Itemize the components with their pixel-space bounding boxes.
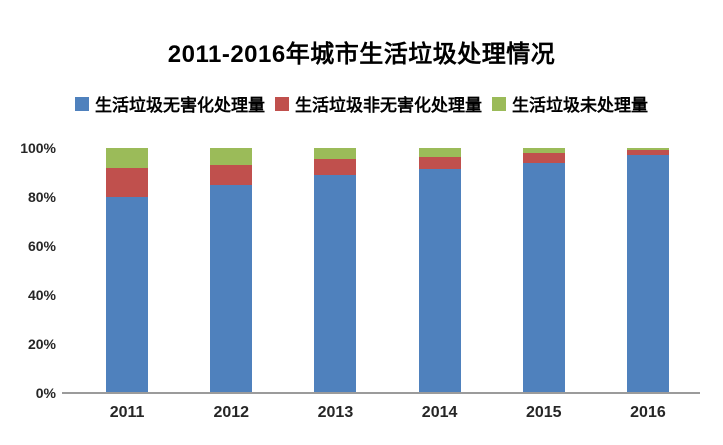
y-tick-label-40%: 40% bbox=[27, 287, 56, 303]
bar-segment-2015-series-3 bbox=[522, 148, 565, 153]
bar-2013 bbox=[314, 148, 357, 393]
bar-segment-2013-series-3 bbox=[314, 148, 357, 160]
legend-label-3: 生活垃圾未处理量 bbox=[512, 96, 648, 115]
bar-segment-2015-series-2 bbox=[522, 152, 565, 163]
y-axis: 0% 20% 40% 60% 80% 100% bbox=[0, 0, 56, 445]
x-axis-line bbox=[62, 392, 700, 394]
y-tick-label-80%: 80% bbox=[27, 189, 56, 205]
x-axis-labels: 2011 2012 2013 2014 2015 2016 bbox=[75, 404, 700, 422]
bar-segment-2015-series-1 bbox=[522, 162, 565, 393]
bar-segment-2016-series-1 bbox=[626, 155, 669, 393]
bar-segment-2011-series-2 bbox=[106, 167, 149, 197]
bar-segment-2014-series-3 bbox=[418, 148, 461, 157]
x-tick-label-2015: 2015 bbox=[525, 404, 562, 421]
bar-segment-2016-series-2 bbox=[626, 150, 669, 156]
bar-segment-2013-series-2 bbox=[314, 159, 357, 175]
bar-segment-2014-series-1 bbox=[418, 168, 461, 393]
bar-segment-2012-series-3 bbox=[210, 148, 253, 166]
bar-segment-2013-series-1 bbox=[314, 174, 357, 393]
bar-2016 bbox=[626, 148, 669, 393]
legend-item-1: 生活垃圾无害化处理量 bbox=[75, 91, 265, 116]
bar-2015 bbox=[522, 148, 565, 393]
plot-area bbox=[75, 148, 700, 393]
bar-segment-2011-series-1 bbox=[106, 197, 149, 393]
x-tick-label-2012: 2012 bbox=[213, 404, 250, 421]
bar-segment-2016-series-3 bbox=[626, 148, 669, 151]
legend-item-3: 生活垃圾未处理量 bbox=[492, 91, 648, 116]
legend-label-1: 生活垃圾无害化处理量 bbox=[95, 96, 265, 115]
x-tick-label-2016: 2016 bbox=[630, 404, 666, 421]
bar-2012 bbox=[210, 148, 253, 393]
legend-label-2: 生活垃圾非无害化处理量 bbox=[295, 96, 482, 115]
legend-swatch-2 bbox=[275, 96, 289, 111]
y-tick-label-0%: 0% bbox=[35, 385, 56, 401]
bar-2011 bbox=[106, 148, 149, 393]
x-tick-label-2014: 2014 bbox=[421, 404, 458, 421]
bar-2014 bbox=[418, 148, 461, 393]
legend-item-2: 生活垃圾非无害化处理量 bbox=[275, 91, 482, 116]
y-tick-label-60%: 60% bbox=[27, 238, 56, 254]
legend: 生活垃圾无害化处理量 生活垃圾非无害化处理量 生活垃圾未处理量 bbox=[0, 91, 723, 116]
bar-segment-2011-series-3 bbox=[106, 148, 149, 168]
bar-segment-2014-series-2 bbox=[418, 156, 461, 169]
legend-swatch-1 bbox=[75, 96, 89, 111]
x-tick-label-2013: 2013 bbox=[317, 404, 354, 421]
y-tick-label-100%: 100% bbox=[20, 140, 56, 156]
y-tick-label-20%: 20% bbox=[27, 336, 56, 352]
chart-title: 2011-2016年城市生活垃圾处理情况 bbox=[167, 41, 556, 68]
legend-swatch-3 bbox=[492, 96, 506, 111]
x-tick-label-2011: 2011 bbox=[109, 404, 145, 421]
bar-segment-2012-series-2 bbox=[210, 165, 253, 185]
bar-segment-2012-series-1 bbox=[210, 184, 253, 393]
